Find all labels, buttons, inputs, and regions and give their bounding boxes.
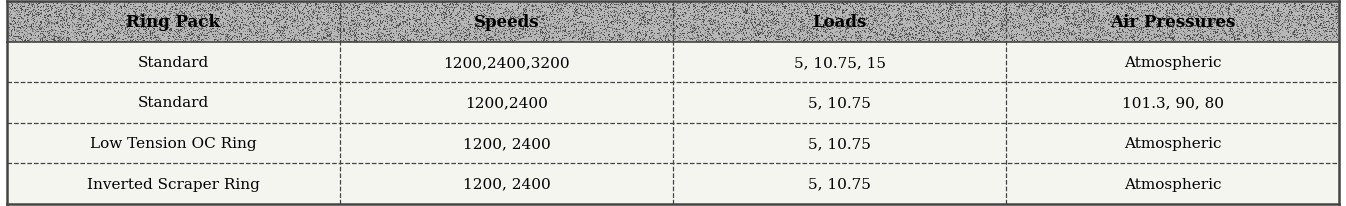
Bar bbox=[1005, 83, 1339, 123]
Bar bbox=[7, 123, 339, 164]
Bar bbox=[1005, 42, 1339, 83]
Bar bbox=[673, 42, 1005, 83]
Bar bbox=[339, 123, 673, 164]
Text: 1200, 2400: 1200, 2400 bbox=[463, 136, 551, 150]
Bar bbox=[7, 42, 339, 83]
Bar bbox=[1005, 164, 1339, 204]
Text: 1200,2400,3200: 1200,2400,3200 bbox=[443, 56, 569, 70]
Bar bbox=[339, 164, 673, 204]
Text: 5, 10.75: 5, 10.75 bbox=[808, 136, 871, 150]
Bar bbox=[673, 123, 1005, 164]
Bar bbox=[339, 42, 673, 83]
Text: Standard: Standard bbox=[137, 56, 209, 70]
Bar bbox=[7, 164, 339, 204]
Text: 101.3, 90, 80: 101.3, 90, 80 bbox=[1121, 96, 1224, 110]
Text: 5, 10.75: 5, 10.75 bbox=[808, 96, 871, 110]
Text: 5, 10.75, 15: 5, 10.75, 15 bbox=[794, 56, 886, 70]
Text: 1200,2400: 1200,2400 bbox=[464, 96, 548, 110]
Text: Atmospheric: Atmospheric bbox=[1124, 177, 1221, 191]
Bar bbox=[339, 83, 673, 123]
Bar bbox=[7, 83, 339, 123]
Text: 1200, 2400: 1200, 2400 bbox=[463, 177, 551, 191]
Text: Low Tension OC Ring: Low Tension OC Ring bbox=[90, 136, 257, 150]
Text: Speeds: Speeds bbox=[474, 14, 540, 31]
Bar bbox=[673, 164, 1005, 204]
Text: 5, 10.75: 5, 10.75 bbox=[808, 177, 871, 191]
Text: Ring Pack: Ring Pack bbox=[127, 14, 221, 31]
Text: Atmospheric: Atmospheric bbox=[1124, 136, 1221, 150]
Bar bbox=[1005, 123, 1339, 164]
Text: Air Pressures: Air Pressures bbox=[1110, 14, 1236, 31]
Text: Loads: Loads bbox=[813, 14, 867, 31]
Text: Atmospheric: Atmospheric bbox=[1124, 56, 1221, 70]
Text: Standard: Standard bbox=[137, 96, 209, 110]
Bar bbox=[673, 83, 1005, 123]
Text: Inverted Scraper Ring: Inverted Scraper Ring bbox=[87, 177, 260, 191]
